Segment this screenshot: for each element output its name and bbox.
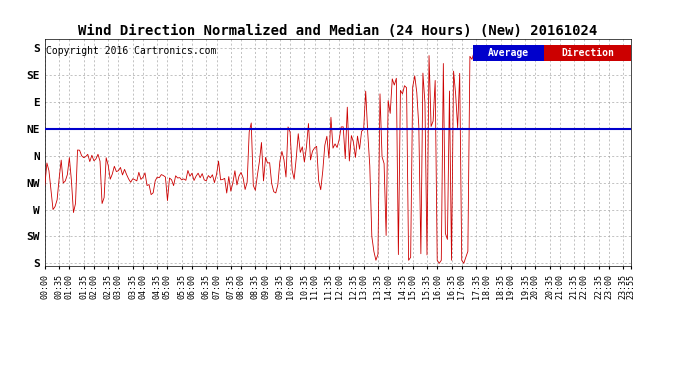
Text: Copyright 2016 Cartronics.com: Copyright 2016 Cartronics.com [46,46,217,56]
Title: Wind Direction Normalized and Median (24 Hours) (New) 20161024: Wind Direction Normalized and Median (24… [79,24,598,38]
